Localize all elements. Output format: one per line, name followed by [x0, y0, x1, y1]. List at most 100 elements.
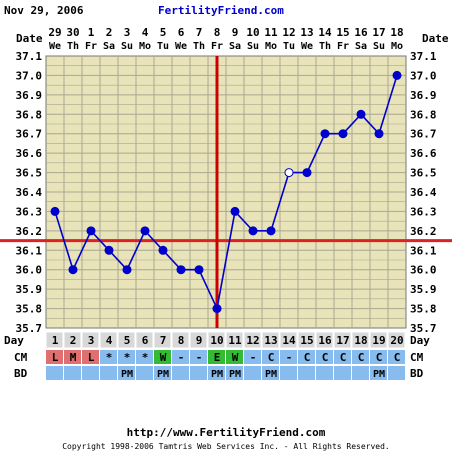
temperature-point: [122, 265, 132, 275]
bd-cell: [298, 366, 315, 380]
weekday-label: Tu: [157, 41, 169, 52]
weekday-label: Th: [319, 41, 331, 52]
cm-cell: [388, 350, 405, 364]
y-tick-label-right: 35.9: [410, 283, 437, 296]
cm-cell: [64, 350, 81, 364]
temperature-point: [374, 129, 384, 139]
date-label: 12: [282, 26, 295, 39]
cm-value: C: [322, 351, 329, 364]
date-label: 16: [354, 26, 368, 39]
bd-value: PM: [121, 369, 133, 380]
bd-cell: [352, 366, 369, 380]
cm-value: *: [142, 351, 149, 364]
bd-value: PM: [157, 369, 169, 380]
y-tick-label-right: 36.3: [410, 205, 437, 218]
bd-cell: [136, 366, 153, 380]
weekday-label: We: [301, 41, 313, 52]
y-tick-label-right: 36.8: [410, 108, 437, 121]
bd-value: PM: [265, 369, 277, 380]
weekday-label: Sa: [355, 41, 367, 52]
date-label: 4: [142, 26, 149, 39]
y-tick-label-right: 35.8: [410, 303, 437, 316]
y-tick-label: 37.1: [16, 50, 43, 63]
cm-value: -: [196, 351, 203, 364]
bd-value: PM: [373, 369, 385, 380]
temperature-point: [212, 304, 222, 314]
y-tick-label: 36.6: [16, 147, 43, 160]
cm-value: W: [232, 351, 239, 364]
temperature-point: [266, 226, 276, 236]
y-tick-label: 36.0: [16, 264, 43, 277]
y-tick-label-right: 36.0: [410, 264, 437, 277]
day-cell: [243, 331, 262, 349]
cm-value: W: [160, 351, 167, 364]
cm-row-label: CM: [14, 351, 28, 364]
day-cell: [387, 331, 406, 349]
bd-cell: [172, 366, 189, 380]
y-tick-label-right: 36.7: [410, 128, 437, 141]
y-tick-label: 35.7: [16, 322, 43, 335]
day-number: 9: [196, 334, 203, 347]
cm-value: *: [106, 351, 113, 364]
day-number: 4: [106, 334, 113, 347]
y-tick-label: 36.5: [16, 167, 43, 180]
y-tick-label-right: 37.1: [410, 50, 437, 63]
date-label: 17: [372, 26, 385, 39]
weekday-label: Mo: [265, 41, 277, 52]
date-label: 14: [318, 26, 332, 39]
temperature-point: [230, 206, 240, 216]
date-label: 8: [214, 26, 221, 39]
cm-cell: [190, 350, 207, 364]
cm-value: E: [214, 351, 221, 364]
temperature-point: [176, 265, 186, 275]
y-tick-label-right: 36.1: [410, 244, 437, 257]
cm-value: C: [340, 351, 347, 364]
day-number: 3: [88, 334, 95, 347]
temperature-point: [68, 265, 78, 275]
day-row-label-right: Day: [410, 334, 430, 347]
day-cell: [189, 331, 208, 349]
day-cell: [351, 331, 370, 349]
day-number: 14: [282, 334, 296, 347]
bd-cell: [154, 366, 171, 380]
cm-cell: [226, 350, 243, 364]
day-number: 5: [124, 334, 131, 347]
cm-value: -: [178, 351, 185, 364]
day-cell: [297, 331, 316, 349]
y-tick-label: 35.8: [16, 303, 43, 316]
temperature-point: [140, 226, 150, 236]
weekday-label: Fr: [211, 41, 223, 52]
cm-value: M: [70, 351, 77, 364]
y-tick-label: 36.8: [16, 108, 43, 121]
cm-cell: [262, 350, 279, 364]
day-row-label: Day: [4, 334, 24, 347]
footer-url: http://www.FertilityFriend.com: [126, 426, 326, 439]
cm-value: -: [250, 351, 257, 364]
y-tick-label: 36.4: [16, 186, 43, 199]
weekday-label: We: [175, 41, 187, 52]
day-number: 1: [52, 334, 59, 347]
temperature-point: [158, 245, 168, 255]
date-label: 10: [246, 26, 259, 39]
weekday-label: Sa: [103, 41, 115, 52]
date-label: 7: [196, 26, 203, 39]
y-tick-label-right: 36.5: [410, 167, 437, 180]
day-cell: [63, 331, 82, 349]
day-number: 19: [372, 334, 385, 347]
bd-cell: [118, 366, 135, 380]
day-number: 2: [70, 334, 77, 347]
y-tick-label: 36.3: [16, 205, 43, 218]
cm-cell: [172, 350, 189, 364]
bd-row-label: BD: [14, 367, 28, 380]
cm-value: L: [88, 351, 95, 364]
cm-cell: [352, 350, 369, 364]
cm-value: L: [52, 351, 59, 364]
weekday-label: Th: [193, 41, 205, 52]
cm-cell: [46, 350, 63, 364]
y-tick-label-right: 37.0: [410, 69, 437, 82]
bd-row-label-right: BD: [410, 367, 424, 380]
day-cell: [369, 331, 388, 349]
date-label: 9: [232, 26, 239, 39]
weekday-label: We: [49, 41, 61, 52]
